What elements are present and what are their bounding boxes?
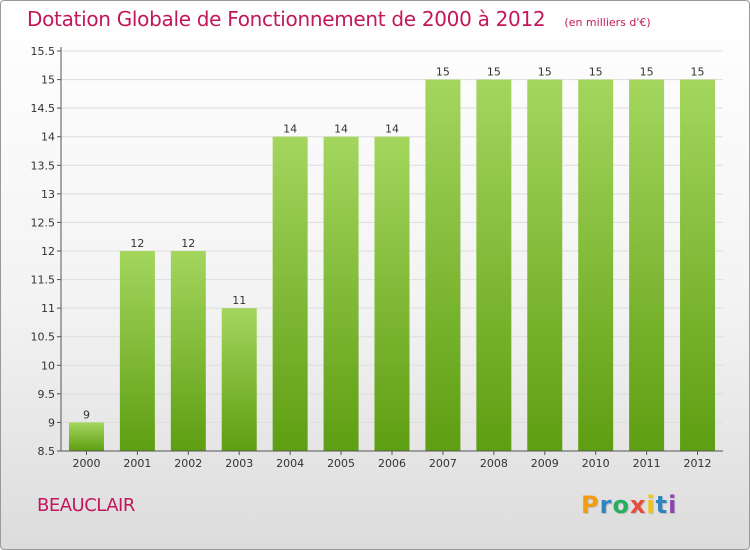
bar — [119, 251, 155, 451]
y-tick-label: 9.5 — [38, 388, 56, 401]
y-tick-label: 15.5 — [31, 45, 56, 58]
chart-title: Dotation Globale de Fonctionnement de 20… — [27, 7, 546, 31]
data-label: 12 — [181, 237, 195, 250]
title-row: Dotation Globale de Fonctionnement de 20… — [27, 7, 651, 31]
x-tick-label: 2011 — [633, 457, 661, 470]
x-tick-label: 2009 — [531, 457, 559, 470]
bar — [629, 79, 665, 452]
x-tick-label: 2001 — [123, 457, 151, 470]
chart-unit: (en milliers d'€) — [564, 16, 651, 29]
y-tick-label: 14.5 — [31, 102, 56, 115]
bar — [680, 79, 716, 452]
x-tick-label: 2010 — [582, 457, 610, 470]
y-tick-label: 9 — [48, 416, 55, 429]
bar — [170, 251, 206, 451]
data-label: 11 — [232, 294, 246, 307]
data-label: 15 — [691, 66, 705, 79]
data-label: 15 — [589, 66, 603, 79]
bars — [68, 79, 716, 452]
data-label: 14 — [334, 123, 348, 136]
y-tick-label: 12.5 — [31, 216, 56, 229]
data-label: 14 — [385, 123, 399, 136]
bar — [323, 136, 359, 451]
data-label: 15 — [436, 66, 450, 79]
proxiti-logo[interactable]: Proxiti — [581, 491, 677, 519]
x-tick-label: 2002 — [174, 457, 202, 470]
y-tick-label: 13 — [41, 188, 55, 201]
logo-letter: t — [655, 491, 669, 519]
data-label: 15 — [538, 66, 552, 79]
bar — [527, 79, 563, 452]
y-tick-label: 12 — [41, 245, 55, 258]
bar — [221, 308, 257, 451]
axes — [57, 47, 723, 455]
y-tick-label: 13.5 — [31, 159, 56, 172]
x-tick-label: 2003 — [225, 457, 253, 470]
x-tick-label: 2007 — [429, 457, 457, 470]
x-tick-label: 2008 — [480, 457, 508, 470]
data-label: 9 — [83, 408, 90, 421]
y-tick-label: 11 — [41, 302, 55, 315]
logo-letter: x — [629, 491, 647, 519]
labels: 8.5 9 9.5 10 10.5 11 11.5 12 12.5 13 13.5 14 14.5 15 1… — [31, 45, 712, 470]
bar — [68, 422, 104, 451]
x-tick-label: 2012 — [684, 457, 712, 470]
y-tick-label: 10.5 — [31, 331, 56, 344]
data-label: 14 — [283, 123, 297, 136]
logo-letter: i — [668, 491, 678, 519]
x-tick-label: 2005 — [327, 457, 355, 470]
x-tick-label: 2004 — [276, 457, 304, 470]
logo-letter: o — [612, 491, 630, 519]
y-tick-label: 10 — [41, 359, 55, 372]
bar — [374, 136, 410, 451]
x-tick-label: 2000 — [72, 457, 100, 470]
bar — [578, 79, 614, 452]
bar — [425, 79, 461, 452]
bar — [476, 79, 512, 452]
commune-name: BEAUCLAIR — [37, 495, 135, 516]
logo-letter: i — [646, 491, 656, 519]
y-tick-label: 8.5 — [38, 445, 56, 458]
data-label: 15 — [640, 66, 654, 79]
y-tick-label: 15 — [41, 74, 55, 87]
y-tick-label: 14 — [41, 131, 55, 144]
x-tick-label: 2006 — [378, 457, 406, 470]
data-label: 15 — [487, 66, 501, 79]
bar — [272, 136, 308, 451]
logo-letter: r — [599, 491, 613, 519]
data-label: 12 — [130, 237, 144, 250]
y-tick-label: 11.5 — [31, 274, 56, 287]
logo-letter: P — [581, 491, 600, 519]
